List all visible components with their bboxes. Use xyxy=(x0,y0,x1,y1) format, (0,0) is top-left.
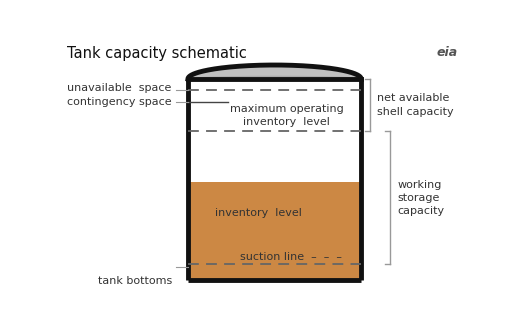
Text: unavailable  space: unavailable space xyxy=(68,83,172,93)
Text: maximum operating
inventory  level: maximum operating inventory level xyxy=(230,104,344,127)
Bar xyxy=(188,182,361,280)
Text: eia: eia xyxy=(437,46,458,59)
Text: net available
shell capacity: net available shell capacity xyxy=(378,93,454,116)
Text: working
storage
capacity: working storage capacity xyxy=(397,180,445,216)
Text: Tank capacity schematic: Tank capacity schematic xyxy=(67,46,247,61)
Text: suction line  –  –  –: suction line – – – xyxy=(240,252,342,262)
Text: inventory  level: inventory level xyxy=(215,208,302,218)
Text: contingency space: contingency space xyxy=(67,97,172,107)
Text: tank bottoms: tank bottoms xyxy=(98,276,172,286)
